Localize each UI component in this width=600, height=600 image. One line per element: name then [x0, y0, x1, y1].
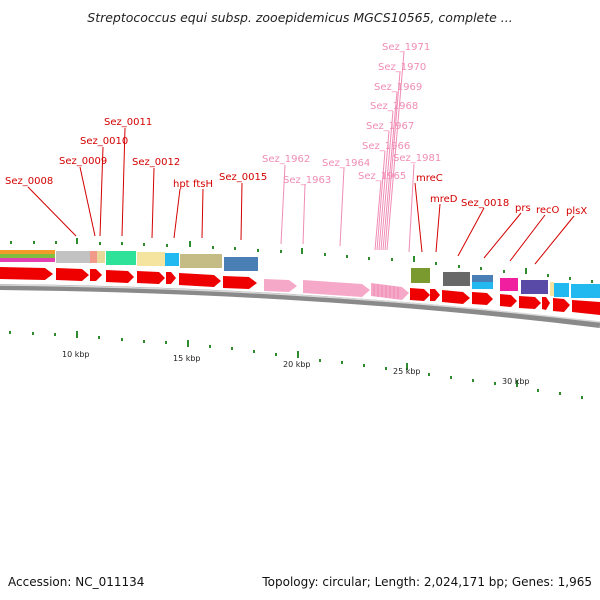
- gene-arrow[interactable]: [0, 267, 53, 280]
- gene-label-sez-0012[interactable]: Sez_0012: [132, 157, 180, 168]
- gene-label-sez-1968[interactable]: Sez_1968: [370, 101, 418, 112]
- gene-label-sez-1966[interactable]: Sez_1966: [362, 141, 410, 152]
- gene-label-plsx[interactable]: plsX: [566, 206, 587, 217]
- gene-label-sez-0018[interactable]: Sez_0018: [461, 198, 509, 209]
- feature-block[interactable]: [443, 272, 470, 286]
- gene-arrow[interactable]: [472, 292, 493, 305]
- gene-label-sez-1967[interactable]: Sez_1967: [366, 121, 414, 132]
- gene-arrow[interactable]: [166, 272, 176, 284]
- feature-block[interactable]: [137, 252, 165, 266]
- map-title: Streptococcus equi subsp. zooepidemicus …: [87, 10, 513, 25]
- gene-arrow[interactable]: [179, 273, 221, 287]
- gene-arrow[interactable]: [90, 269, 102, 281]
- gene-arrow[interactable]: [410, 288, 430, 301]
- feature-block[interactable]: [0, 250, 55, 254]
- gene-label-sez-1981[interactable]: Sez_1981: [393, 153, 441, 164]
- feature-block[interactable]: [472, 282, 493, 289]
- gene-arrow[interactable]: [572, 300, 600, 315]
- feature-block[interactable]: [180, 254, 222, 268]
- scale-label-10kbp: 10 kbp: [62, 350, 90, 359]
- gene-arrow[interactable]: [500, 294, 517, 307]
- gene-arrow[interactable]: [264, 279, 297, 292]
- accession-info: Accession: NC_011134: [8, 575, 145, 589]
- gene-label-sez-0010[interactable]: Sez_0010: [80, 136, 128, 147]
- gene-label-sez-1970[interactable]: Sez_1970: [378, 62, 426, 73]
- gene-label-sez-0011[interactable]: Sez_0011: [104, 117, 152, 128]
- gene-label-sez-0015[interactable]: Sez_0015: [219, 172, 267, 183]
- scale-label-25kbp: 25 kbp: [393, 367, 421, 376]
- gene-arrow[interactable]: [430, 289, 440, 301]
- gene-arrow[interactable]: [442, 290, 470, 304]
- feature-block[interactable]: [411, 268, 430, 283]
- feature-block[interactable]: [165, 253, 179, 266]
- gene-label-sez-0009[interactable]: Sez_0009: [59, 156, 107, 167]
- genome-summary: Topology: circular; Length: 2,024,171 bp…: [262, 575, 592, 589]
- gene-label-sez-1963[interactable]: Sez_1963: [283, 175, 331, 186]
- feature-block[interactable]: [521, 280, 548, 294]
- gene-arrow[interactable]: [519, 296, 541, 309]
- gene-arrow[interactable]: [56, 268, 89, 281]
- gene-arrow[interactable]: [223, 276, 257, 289]
- gene-labels: Sez_0008 Sez_0009 Sez_0010 Sez_0011 Sez_…: [5, 42, 587, 217]
- gene-label-sez-1962[interactable]: Sez_1962: [262, 154, 310, 165]
- gene-label-sez-0008[interactable]: Sez_0008: [5, 176, 53, 187]
- feature-blocks: [0, 250, 600, 298]
- scale-label-15kbp: 15 kbp: [173, 354, 201, 363]
- gene-label-sez-1969[interactable]: Sez_1969: [374, 82, 422, 93]
- pink-gene-arrows: [264, 279, 409, 300]
- feature-block[interactable]: [500, 278, 518, 291]
- gene-label-sez-1965[interactable]: Sez_1965: [358, 171, 406, 182]
- gene-label-sez-1964[interactable]: Sez_1964: [322, 158, 370, 169]
- feature-block[interactable]: [571, 284, 600, 298]
- gene-arrow[interactable]: [542, 297, 550, 310]
- feature-block[interactable]: [550, 282, 554, 296]
- feature-block[interactable]: [554, 283, 569, 297]
- gene-arrow[interactable]: [553, 298, 570, 312]
- feature-block[interactable]: [0, 258, 55, 262]
- feature-block[interactable]: [0, 254, 55, 258]
- gene-label-prs[interactable]: prs: [515, 203, 531, 214]
- inner-scale-ticks: [9, 331, 583, 399]
- outer-scale-ticks: [10, 238, 593, 283]
- gene-arrow[interactable]: [137, 271, 165, 284]
- gene-label-sez-1971[interactable]: Sez_1971: [382, 42, 430, 53]
- feature-block[interactable]: [106, 251, 136, 265]
- gene-label-ftsh[interactable]: ftsH: [193, 179, 213, 190]
- feature-block[interactable]: [97, 251, 105, 263]
- feature-block[interactable]: [472, 275, 493, 282]
- scale-label-30kbp: 30 kbp: [502, 377, 530, 386]
- gene-arrow[interactable]: [106, 270, 134, 283]
- gene-arrow[interactable]: [303, 280, 370, 297]
- gene-label-mred[interactable]: mreD: [430, 194, 458, 205]
- feature-block[interactable]: [224, 257, 258, 271]
- genome-backbone-highlight: [0, 284, 600, 323]
- red-gene-arrows: [0, 267, 600, 315]
- genome-backbone: [0, 284, 600, 328]
- feature-block[interactable]: [56, 251, 90, 263]
- gene-label-reco[interactable]: recO: [536, 205, 560, 216]
- feature-block[interactable]: [90, 251, 97, 263]
- scale-labels: 10 kbp 15 kbp 20 kbp 25 kbp 30 kbp: [62, 350, 530, 386]
- gene-label-hpt[interactable]: hpt: [173, 179, 190, 190]
- scale-label-20kbp: 20 kbp: [283, 360, 311, 369]
- label-leader-lines: [27, 51, 575, 265]
- gene-label-mrec[interactable]: mreC: [416, 173, 443, 184]
